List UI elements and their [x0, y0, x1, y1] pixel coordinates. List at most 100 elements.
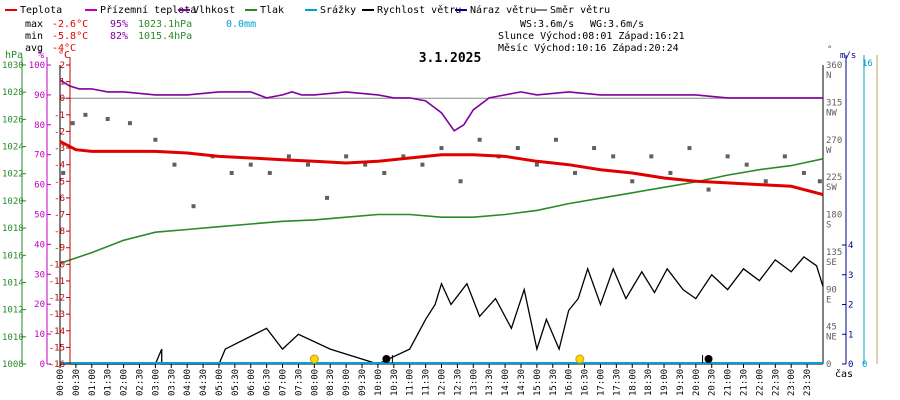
direction-point [439, 146, 444, 151]
temperature-tick-label: -11 [49, 277, 65, 287]
x-tick-label: 12:30 [453, 369, 463, 396]
temperature-tick-label: -1 [54, 111, 65, 121]
pressure-tick-label: 1018 [2, 224, 24, 234]
stat-max-label: max [25, 19, 43, 30]
humidity-tick-label: 20 [34, 300, 45, 310]
temperature-tick-label: -6 [54, 194, 65, 204]
info-sun: Slunce Východ:08:01 Západ:16:21 [498, 30, 685, 42]
stat-max-rain: 0.0mm [226, 19, 256, 30]
direction-axis-unit: ° [827, 45, 832, 55]
x-tick-label: 23:30 [803, 369, 813, 396]
direction-tick-name: W [826, 146, 832, 156]
direction-point [191, 204, 196, 209]
direction-point [127, 121, 132, 126]
pressure-tick-label: 1028 [2, 88, 24, 98]
stat-max-hum: 95% [110, 19, 128, 30]
pressure-tick-label: 1016 [2, 251, 24, 261]
direction-point [458, 179, 463, 184]
stat-max-press: 1023.1hPa [138, 19, 192, 30]
pressure-tick-label: 1010 [2, 333, 24, 343]
direction-point [420, 162, 425, 167]
x-tick-label: 16:00 [565, 369, 575, 396]
direction-tick-name: E [826, 295, 831, 305]
x-tick-label: 06:00 [247, 369, 257, 396]
pressure-tick-label: 1012 [2, 306, 24, 316]
legend-label: Srážky [320, 4, 356, 16]
x-tick-label: 20:00 [692, 369, 702, 396]
direction-tick-name: NE [826, 333, 837, 343]
sunset-marker [575, 354, 585, 364]
x-tick-label: 07:30 [294, 369, 304, 396]
direction-point [83, 112, 88, 117]
x-tick-label: 03:00 [151, 369, 161, 396]
temperature-tick-label: -5 [54, 177, 65, 187]
temperature-tick-label: -13 [49, 310, 65, 320]
wind-axis-unit: m/s [840, 51, 856, 61]
x-tick-label: 00:30 [72, 369, 82, 396]
direction-point [248, 162, 253, 167]
direction-point [172, 162, 177, 167]
moonset-marker [704, 355, 713, 363]
direction-point [286, 154, 291, 159]
x-tick-label: 22:30 [771, 369, 781, 396]
x-tick-label: 07:00 [279, 369, 289, 396]
sunrise-marker [309, 354, 319, 364]
plot-area [59, 65, 824, 365]
x-tick-label: 17:00 [596, 369, 606, 396]
pressure-tick-label: 1024 [2, 143, 24, 153]
x-tick-label: 18:00 [628, 369, 638, 396]
x-tick-label: 08:00 [310, 369, 320, 396]
x-tick-label: 10:30 [390, 369, 400, 396]
wind-tick-label: 3 [848, 271, 853, 281]
direction-tick-label: 45 [826, 323, 837, 333]
x-tick-label: 12:00 [438, 369, 448, 396]
direction-point [649, 154, 654, 159]
axes: hPa1030102810261024102210201018101610141… [2, 45, 878, 370]
humidity-tick-label: 60 [34, 181, 45, 191]
direction-point [267, 170, 272, 175]
info-moon: Měsíc Východ:10:16 Západ:20:24 [498, 42, 679, 54]
temperature-tick-label: -14 [49, 327, 65, 337]
pressure-axis-unit: hPa [5, 50, 23, 61]
temperature-tick-label: 0 [60, 94, 65, 104]
direction-point [763, 179, 768, 184]
wind-speed-line [60, 256, 824, 365]
legend-label: Tlak [260, 5, 284, 16]
humidity-tick-label: 80 [34, 121, 45, 131]
x-tick-label: 05:00 [215, 369, 225, 396]
x-tick-label: 03:30 [167, 369, 177, 396]
legend-label: Směr větru [550, 4, 610, 16]
direction-point [553, 137, 558, 142]
humidity-tick-label: 0 [40, 360, 45, 370]
x-tick-label: 21:30 [740, 369, 750, 396]
x-tick-label: 21:00 [724, 369, 734, 396]
x-tick-label: 00:00 [56, 369, 66, 396]
x-tick-label: 16:30 [581, 369, 591, 396]
direction-tick-name: SE [826, 258, 837, 268]
humidity-tick-label: 70 [34, 151, 45, 161]
temperature-axis-unit: °C [58, 50, 70, 61]
temperature-tick-label: 2 [60, 61, 65, 71]
humidity-tick-label: 40 [34, 240, 45, 250]
legend-label: Rychlost větru [377, 4, 461, 16]
direction-point [477, 137, 482, 142]
legend-label: Vlhkost [193, 5, 235, 16]
direction-point [725, 154, 730, 159]
humidity-tick-label: 90 [34, 91, 45, 101]
pressure-tick-label: 1008 [2, 360, 24, 370]
stats-block: max -2.6°C 95% 1023.1hPa 0.0mm min -5.8°… [25, 19, 256, 54]
direction-tick-name: N [826, 71, 831, 81]
stat-min-temp: -5.8°C [52, 31, 88, 42]
stat-avg-label: avg [25, 43, 43, 54]
temperature-tick-label: -12 [49, 294, 65, 304]
x-tick-label: 14:00 [501, 369, 511, 396]
temperature-line [59, 140, 824, 197]
pressure-tick-label: 1026 [2, 115, 24, 125]
x-tick-label: 22:00 [755, 369, 765, 396]
direction-point [706, 187, 711, 192]
direction-point [61, 170, 66, 175]
temperature-tick-label: 1 [60, 78, 65, 88]
x-axis-label: čas [835, 368, 853, 380]
wind-tick-label: 0 [848, 360, 853, 370]
